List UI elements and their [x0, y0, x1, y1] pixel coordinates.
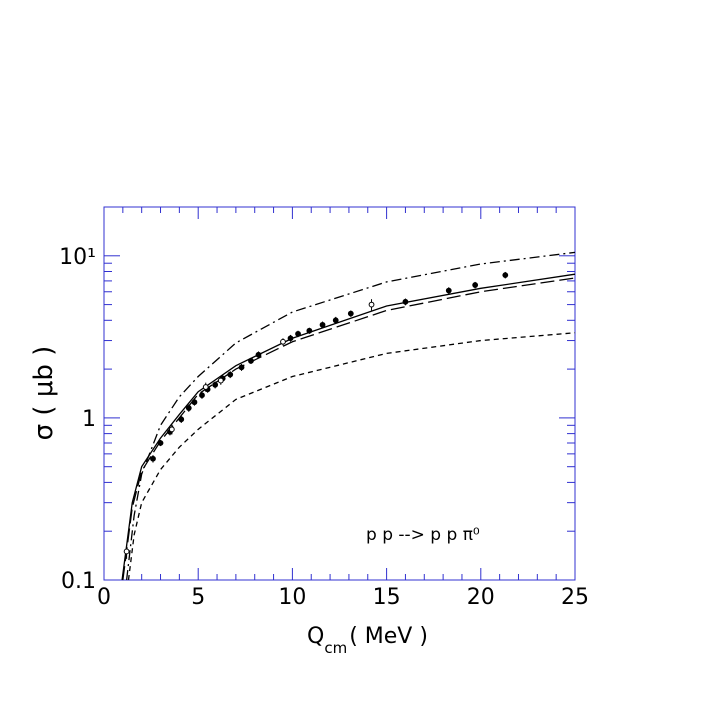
- curve: [122, 277, 576, 581]
- data-point: [280, 338, 286, 345]
- x-axis-label: Qcm( MeV ): [307, 624, 428, 657]
- curve: [121, 273, 576, 581]
- y-tick-label: 10¹: [59, 245, 96, 270]
- y-axis-label: σ ( μb ): [29, 346, 59, 441]
- x-label-rest: ( MeV ): [349, 624, 428, 649]
- x-tick-label: 5: [191, 585, 205, 610]
- data-point: [191, 399, 198, 406]
- y-tick-label: 0.1: [61, 569, 96, 594]
- x-tick-label: 25: [561, 585, 589, 610]
- data-point: [347, 310, 354, 317]
- data-point: [368, 301, 375, 308]
- data-point: [306, 327, 313, 334]
- y-tick-label: 1: [82, 407, 96, 432]
- plot-frame: [103, 206, 576, 581]
- data-point: [402, 298, 409, 305]
- x-label-sub: cm: [324, 639, 347, 657]
- curve: [125, 251, 576, 581]
- data-point: [199, 392, 205, 399]
- data-point: [227, 371, 234, 378]
- data-point: [502, 272, 509, 279]
- data-point: [248, 357, 254, 364]
- x-tick-label: 0: [97, 585, 111, 610]
- x-tick-label: 20: [467, 585, 495, 610]
- data-point: [178, 416, 185, 423]
- data-point: [332, 317, 339, 324]
- data-point: [150, 455, 156, 462]
- data-point: [123, 548, 130, 555]
- data-point: [472, 282, 479, 288]
- data-point: [217, 377, 224, 384]
- data-point: [287, 335, 294, 342]
- x-tick-label: 10: [278, 585, 306, 610]
- data-point: [212, 381, 219, 388]
- x-tick-label: 15: [373, 585, 401, 610]
- annotation: p p --> p p π⁰: [366, 525, 480, 545]
- x-label-main: Q: [307, 624, 324, 649]
- data-point: [202, 384, 209, 390]
- data-point: [295, 330, 301, 337]
- data-point: [185, 405, 192, 411]
- data-point: [255, 351, 262, 358]
- data-point: [238, 364, 245, 371]
- data-point: [445, 287, 452, 294]
- curve: [127, 332, 576, 581]
- data-point: [168, 426, 175, 433]
- data-point: [157, 440, 164, 446]
- data-point: [319, 321, 326, 328]
